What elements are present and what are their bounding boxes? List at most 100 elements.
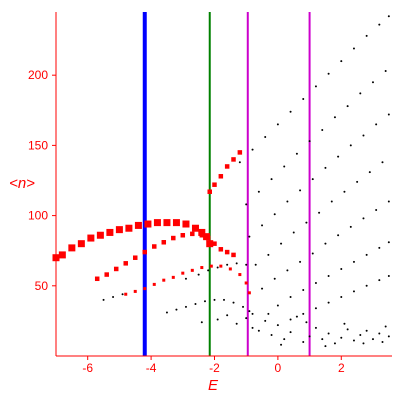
point-13-10 — [283, 338, 286, 341]
point-11-3 — [314, 281, 317, 284]
series-3 — [124, 264, 251, 296]
point-10-2 — [286, 269, 289, 272]
series-9 — [254, 161, 384, 266]
point-2-13 — [212, 241, 217, 246]
point-0-14 — [182, 220, 190, 228]
point-3-7 — [190, 268, 194, 272]
point-11-6 — [352, 260, 355, 263]
point-12-2 — [314, 307, 317, 310]
point-13-9 — [276, 324, 279, 327]
point-11-4 — [327, 274, 330, 277]
point-5-8 — [242, 305, 245, 308]
point-2-14 — [218, 247, 224, 252]
point-12-4 — [340, 296, 343, 299]
point-4-4 — [197, 273, 200, 276]
point-13-8 — [270, 333, 273, 336]
point-13-35 — [381, 340, 384, 343]
point-13-29 — [267, 312, 270, 315]
point-2-6 — [152, 244, 157, 249]
point-1-1 — [212, 182, 217, 187]
point-6-9 — [352, 47, 355, 50]
point-3-10 — [219, 264, 223, 268]
point-0-7 — [115, 226, 123, 234]
data-points — [52, 15, 390, 348]
point-2-11 — [199, 232, 205, 238]
point-6-12 — [387, 15, 390, 18]
point-2-16 — [231, 252, 236, 258]
point-7-3 — [283, 165, 286, 168]
series-5 — [165, 298, 254, 315]
point-10-5 — [324, 242, 327, 245]
point-13-13 — [302, 340, 305, 343]
point-7-8 — [346, 105, 349, 108]
point-4-7 — [226, 263, 229, 266]
point-0-12 — [163, 219, 171, 227]
point-2-1 — [104, 272, 109, 277]
series-10 — [261, 200, 390, 290]
point-0-3 — [77, 240, 85, 248]
series-11 — [276, 241, 390, 307]
y-tick-label: 200 — [28, 68, 48, 82]
point-7-6 — [321, 128, 324, 131]
point-0-8 — [125, 224, 133, 232]
point-3-0 — [124, 292, 128, 296]
point-1-5 — [237, 150, 243, 155]
point-1-4 — [231, 157, 236, 162]
point-0-16 — [198, 228, 206, 236]
point-12-1 — [302, 312, 305, 315]
point-6-6 — [314, 85, 317, 88]
point-10-10 — [387, 200, 390, 203]
point-8-4 — [299, 189, 302, 192]
point-7-4 — [295, 152, 298, 155]
y-tick-label: 150 — [28, 138, 48, 152]
point-12-8 — [387, 274, 390, 277]
point-2-8 — [171, 235, 176, 241]
point-10-9 — [375, 208, 378, 211]
point-13-33 — [343, 322, 346, 325]
point-7-1 — [257, 190, 260, 193]
point-9-7 — [343, 190, 346, 193]
point-2-10 — [190, 231, 195, 237]
point-13-25 — [378, 332, 381, 335]
point-0-13 — [172, 219, 180, 227]
point-7-5 — [308, 140, 311, 143]
point-13-4 — [245, 317, 248, 320]
point-6-8 — [340, 60, 343, 63]
point-2-2 — [113, 266, 119, 272]
point-9-5 — [318, 211, 321, 214]
point-5-1 — [175, 308, 178, 311]
point-11-1 — [289, 296, 292, 299]
point-3-1 — [133, 289, 137, 293]
y-tick-label: 50 — [35, 279, 49, 293]
point-8-3 — [286, 200, 289, 203]
point-9-8 — [356, 180, 359, 183]
point-0-11 — [153, 219, 161, 227]
point-3-13 — [244, 281, 248, 285]
point-13-19 — [340, 336, 343, 339]
point-5-5 — [213, 298, 216, 301]
point-11-7 — [365, 253, 368, 256]
point-4-0 — [102, 298, 105, 301]
point-8-10 — [375, 123, 378, 126]
point-10-4 — [311, 252, 314, 255]
point-5-3 — [194, 303, 197, 306]
series-12 — [289, 274, 390, 321]
point-5-0 — [165, 311, 168, 314]
point-13-5 — [251, 326, 254, 329]
point-8-2 — [273, 213, 276, 216]
point-8-6 — [324, 166, 327, 169]
point-8-11 — [387, 113, 390, 116]
point-6-7 — [327, 72, 330, 75]
point-3-6 — [181, 271, 185, 275]
point-11-5 — [340, 267, 343, 270]
point-13-22 — [359, 333, 362, 336]
point-6-11 — [378, 23, 381, 26]
point-9-6 — [330, 200, 333, 203]
point-1-0 — [207, 189, 212, 194]
point-9-9 — [368, 171, 371, 174]
point-13-27 — [387, 335, 390, 338]
point-13-30 — [280, 343, 283, 346]
point-13-20 — [346, 328, 349, 331]
point-13-0 — [200, 321, 203, 324]
